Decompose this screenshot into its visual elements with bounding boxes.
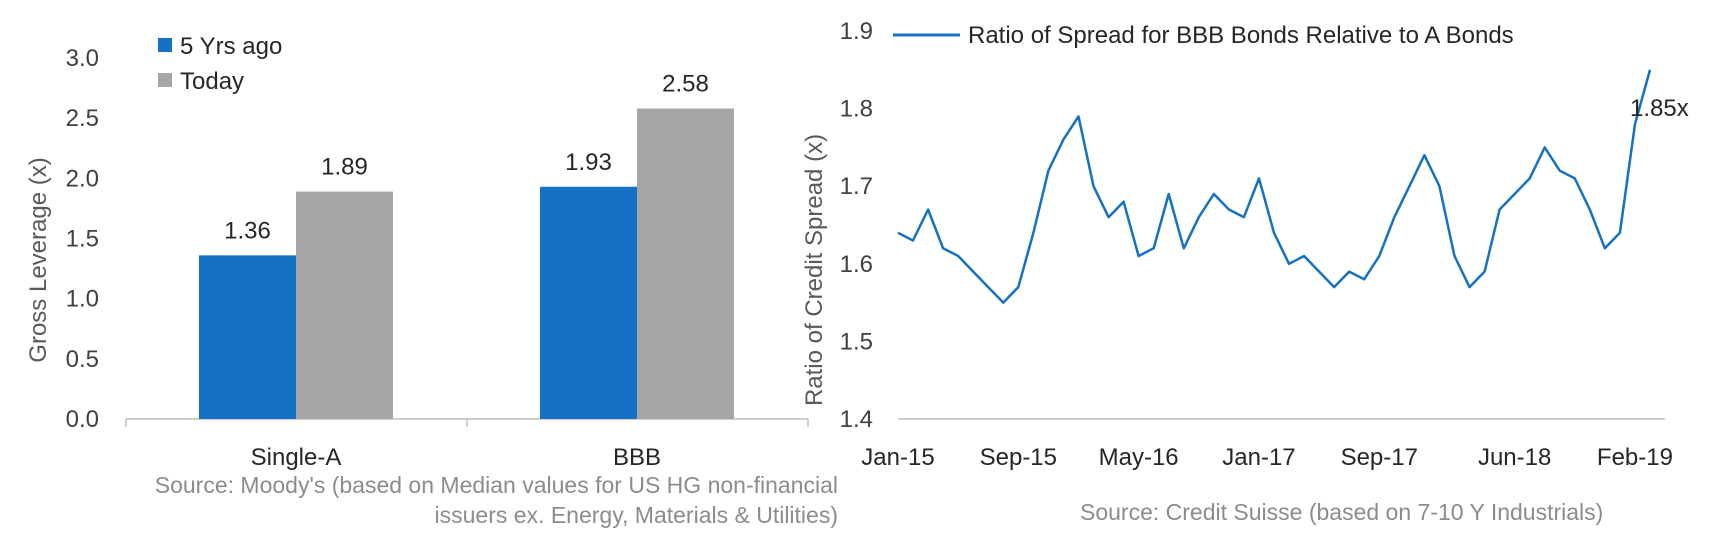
source-line-2: issuers ex. Energy, Materials & Utilitie… bbox=[434, 502, 838, 528]
source-line-1: Source: Moody's (based on Median values … bbox=[154, 472, 838, 498]
bar-today-bbb bbox=[637, 108, 734, 419]
bar-data-label: 1.36 bbox=[224, 217, 271, 244]
bar-y-tick-labels: 0.0 0.5 1.0 1.5 2.0 2.5 3.0 bbox=[66, 45, 99, 433]
line-x-tick-label: Jun-18 bbox=[1478, 444, 1551, 471]
bar-category-label-bbb: BBB bbox=[613, 444, 661, 471]
bar-y-tick-label: 1.0 bbox=[66, 286, 99, 313]
bar-5-yrs-ago-single-a bbox=[199, 255, 296, 419]
line-x-tick-label: Jan-17 bbox=[1222, 444, 1295, 471]
bar-y-tick-label: 2.5 bbox=[66, 105, 99, 132]
legend-label-5-yrs-ago: 5 Yrs ago bbox=[180, 33, 282, 60]
bar-data-labels: 1.36 1.89 1.93 2.58 bbox=[224, 71, 709, 245]
line-x-tick-label: Sep-17 bbox=[1341, 444, 1418, 471]
line-y-tick-label: 1.8 bbox=[840, 96, 873, 123]
legend-label-today: Today bbox=[180, 68, 244, 95]
line-x-tick-labels: Jan-15 Sep-15 May-16 Jan-17 Sep-17 Jun-18 Feb-… bbox=[861, 444, 1673, 471]
bar-chart: 0.0 0.5 1.0 1.5 2.0 2.5 3.0 Gross Leverage (x)… bbox=[25, 33, 809, 471]
line-y-tick-label: 1.7 bbox=[840, 173, 873, 200]
bar-y-tick-label: 0.0 bbox=[66, 406, 99, 433]
line-x-tick-label: Sep-15 bbox=[980, 444, 1057, 471]
line-end-label: 1.85x bbox=[1630, 95, 1689, 122]
line-y-tick-label: 1.6 bbox=[840, 251, 873, 278]
line-y-tick-label: 1.4 bbox=[840, 406, 873, 433]
bar-today-single-a bbox=[296, 191, 393, 419]
line-y-tick-label: 1.5 bbox=[840, 328, 873, 355]
bar-5-yrs-ago-bbb bbox=[540, 186, 637, 419]
line-y-tick-label: 1.9 bbox=[840, 18, 873, 45]
line-x-tick-label: Feb-19 bbox=[1597, 444, 1673, 471]
series-line-spread-ratio bbox=[897, 69, 1652, 304]
line-legend: Ratio of Spread for BBB Bonds Relative t… bbox=[893, 22, 1514, 49]
bar-category-label-single-a: Single-A bbox=[251, 444, 342, 471]
bar-y-tick-label: 1.5 bbox=[66, 226, 99, 253]
bar-data-label: 1.93 bbox=[565, 149, 612, 176]
line-y-tick-labels: 1.4 1.5 1.6 1.7 1.8 1.9 bbox=[840, 18, 873, 433]
line-x-tick-label: May-16 bbox=[1099, 444, 1179, 471]
line-chart: 1.4 1.5 1.6 1.7 1.8 1.9 Ratio of Credit Sprea… bbox=[801, 18, 1689, 471]
line-x-tick-label: Jan-15 bbox=[861, 444, 934, 471]
bar-legend: 5 Yrs ago Today bbox=[158, 33, 282, 95]
source-note-moodys: Source: Moody's (based on Median values … bbox=[28, 470, 838, 530]
legend-swatch-5-yrs-ago bbox=[158, 38, 172, 52]
legend-label-spread-ratio: Ratio of Spread for BBB Bonds Relative t… bbox=[968, 22, 1514, 49]
bar-data-label: 2.58 bbox=[662, 71, 709, 98]
legend-swatch-today bbox=[158, 73, 172, 87]
bar-y-axis-label: Gross Leverage (x) bbox=[25, 157, 52, 362]
bar-series-marks bbox=[199, 108, 734, 419]
bar-y-tick-label: 0.5 bbox=[66, 346, 99, 373]
bar-y-tick-label: 3.0 bbox=[66, 45, 99, 72]
bar-data-label: 1.89 bbox=[321, 154, 368, 181]
line-y-axis-label: Ratio of Credit Spread (x) bbox=[801, 134, 828, 406]
bar-y-tick-label: 2.0 bbox=[66, 165, 99, 192]
source-note-credit-suisse: Source: Credit Suisse (based on 7-10 Y I… bbox=[1080, 499, 1604, 525]
